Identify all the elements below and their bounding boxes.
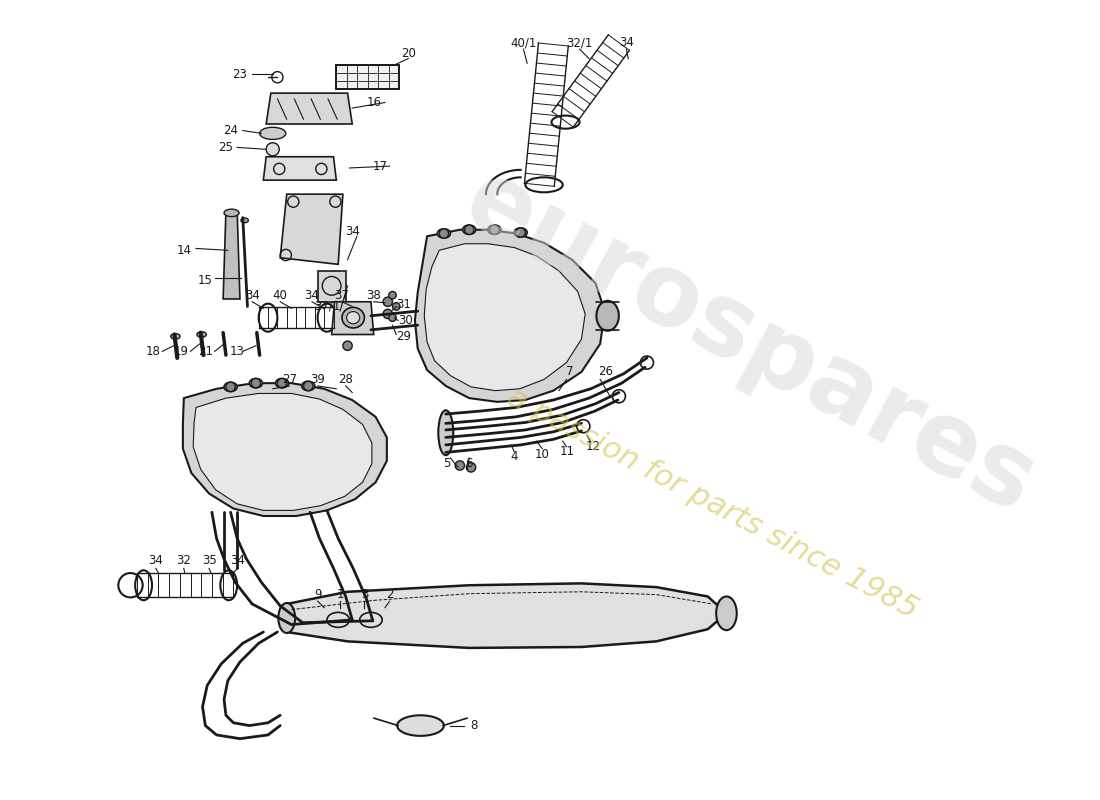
Text: 10: 10 bbox=[535, 448, 550, 461]
Text: a passion for parts since 1985: a passion for parts since 1985 bbox=[502, 382, 923, 624]
Circle shape bbox=[277, 378, 287, 388]
Polygon shape bbox=[266, 93, 352, 124]
Ellipse shape bbox=[438, 410, 453, 455]
Ellipse shape bbox=[224, 382, 238, 391]
Text: 11: 11 bbox=[560, 445, 575, 458]
Text: 16: 16 bbox=[366, 96, 382, 109]
Text: 1: 1 bbox=[337, 588, 344, 601]
Text: 19: 19 bbox=[174, 345, 188, 358]
Polygon shape bbox=[280, 194, 343, 264]
Text: 37/1: 37/1 bbox=[314, 300, 340, 313]
Text: 37: 37 bbox=[334, 289, 350, 302]
Ellipse shape bbox=[224, 209, 239, 217]
Ellipse shape bbox=[397, 715, 444, 736]
Text: 34: 34 bbox=[148, 554, 163, 567]
Polygon shape bbox=[287, 583, 726, 648]
Circle shape bbox=[466, 462, 475, 472]
Circle shape bbox=[266, 142, 279, 156]
Circle shape bbox=[304, 382, 312, 390]
Text: 8: 8 bbox=[470, 719, 477, 732]
Polygon shape bbox=[263, 157, 337, 180]
Text: 12: 12 bbox=[585, 440, 601, 454]
Text: 15: 15 bbox=[198, 274, 212, 286]
Polygon shape bbox=[331, 302, 374, 334]
Circle shape bbox=[439, 229, 449, 238]
Circle shape bbox=[388, 314, 396, 322]
Text: 20: 20 bbox=[400, 47, 416, 60]
Text: 35: 35 bbox=[201, 554, 217, 567]
Text: 7: 7 bbox=[566, 366, 574, 378]
Text: 40/1: 40/1 bbox=[510, 36, 537, 49]
Text: 34: 34 bbox=[619, 36, 634, 49]
Circle shape bbox=[251, 378, 261, 388]
Polygon shape bbox=[337, 65, 399, 90]
Text: 13: 13 bbox=[230, 345, 244, 358]
Circle shape bbox=[490, 225, 499, 234]
Text: 2: 2 bbox=[386, 588, 394, 601]
Ellipse shape bbox=[170, 334, 180, 339]
Text: 32/1: 32/1 bbox=[566, 36, 593, 49]
Text: 18: 18 bbox=[145, 345, 161, 358]
Polygon shape bbox=[425, 244, 585, 390]
Circle shape bbox=[383, 297, 393, 306]
Text: 9: 9 bbox=[314, 588, 321, 601]
Text: 17: 17 bbox=[373, 160, 388, 173]
Polygon shape bbox=[194, 394, 372, 510]
Ellipse shape bbox=[488, 225, 501, 234]
Text: eurospares: eurospares bbox=[448, 153, 1052, 535]
Polygon shape bbox=[318, 271, 345, 302]
Text: 24: 24 bbox=[223, 124, 238, 137]
Circle shape bbox=[455, 461, 464, 470]
Circle shape bbox=[516, 228, 526, 238]
Circle shape bbox=[226, 382, 235, 391]
Text: 29: 29 bbox=[396, 330, 411, 343]
Ellipse shape bbox=[463, 225, 475, 234]
Text: 31: 31 bbox=[396, 298, 411, 311]
Text: 34: 34 bbox=[305, 289, 319, 302]
Polygon shape bbox=[223, 211, 240, 299]
Text: 30: 30 bbox=[398, 314, 412, 327]
Ellipse shape bbox=[275, 378, 288, 388]
Text: 4: 4 bbox=[510, 450, 518, 462]
Text: 32: 32 bbox=[176, 554, 191, 567]
Text: 40: 40 bbox=[273, 289, 287, 302]
Text: 23: 23 bbox=[232, 68, 248, 81]
Ellipse shape bbox=[716, 597, 737, 630]
Circle shape bbox=[388, 291, 396, 299]
Text: 34: 34 bbox=[344, 225, 360, 238]
Circle shape bbox=[464, 225, 474, 234]
Ellipse shape bbox=[278, 603, 295, 633]
Ellipse shape bbox=[438, 229, 451, 238]
Ellipse shape bbox=[250, 378, 263, 388]
Ellipse shape bbox=[342, 307, 364, 328]
Text: 3: 3 bbox=[361, 588, 368, 601]
Ellipse shape bbox=[301, 382, 315, 390]
Text: 34: 34 bbox=[230, 554, 244, 567]
Text: 26: 26 bbox=[598, 366, 614, 378]
Ellipse shape bbox=[241, 218, 249, 222]
Circle shape bbox=[383, 310, 393, 318]
Text: 38: 38 bbox=[366, 289, 381, 302]
Text: 34: 34 bbox=[244, 289, 260, 302]
Text: 39: 39 bbox=[310, 373, 326, 386]
Circle shape bbox=[343, 341, 352, 350]
Text: 21: 21 bbox=[198, 345, 212, 358]
Ellipse shape bbox=[197, 332, 207, 338]
Polygon shape bbox=[415, 230, 605, 402]
Polygon shape bbox=[183, 383, 387, 516]
Text: 27: 27 bbox=[282, 373, 297, 386]
Ellipse shape bbox=[514, 228, 527, 238]
Text: 5: 5 bbox=[443, 457, 450, 470]
Text: 14: 14 bbox=[176, 244, 191, 257]
Circle shape bbox=[393, 302, 400, 310]
Text: 28: 28 bbox=[338, 373, 353, 386]
Text: 6: 6 bbox=[465, 457, 473, 470]
Text: 25: 25 bbox=[219, 141, 233, 154]
Ellipse shape bbox=[596, 301, 619, 330]
Ellipse shape bbox=[260, 127, 286, 139]
Ellipse shape bbox=[346, 311, 360, 324]
